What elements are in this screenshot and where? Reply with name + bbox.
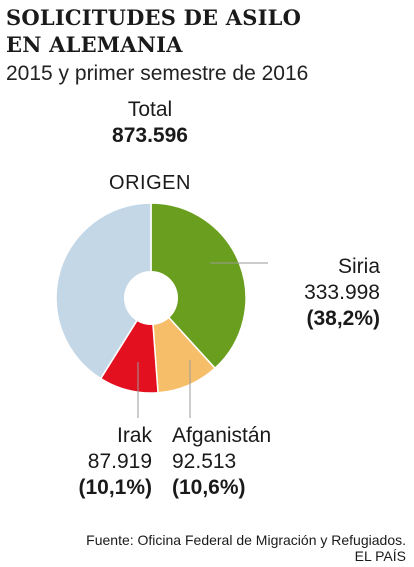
total-value: 873.596 — [112, 124, 188, 147]
chart-subtitle: 2015 y primer semestre de 2016 — [6, 62, 309, 85]
label-siria-name: Siria — [337, 255, 380, 278]
source-note: Fuente: Oficina Federal de Migración y R… — [86, 532, 406, 548]
label-irak-name: Irak — [116, 424, 152, 447]
slice-resto — [55, 202, 152, 380]
label-afganistan: Afganistán 92.513 (10,6%) — [172, 423, 332, 501]
brand-logo: EL PAÍS — [354, 548, 406, 564]
origin-label: ORIGEN — [109, 172, 191, 194]
title-line-1: SOLICITUDES DE ASILO — [6, 5, 302, 30]
label-irak-percent: (10,1%) — [78, 476, 152, 499]
label-afganistan-value: 92.513 — [172, 450, 237, 473]
label-siria-percent: (38,2%) — [306, 307, 380, 330]
total-label: Total — [127, 98, 173, 121]
label-afganistan-name: Afganistán — [172, 424, 272, 447]
slice-siria — [150, 202, 247, 370]
label-irak-value: 87.919 — [87, 450, 152, 473]
label-irak: Irak 87.919 (10,1%) — [40, 423, 152, 501]
label-siria: Siria 333.998 (38,2%) — [270, 254, 380, 332]
title-line-2: EN ALEMANIA — [6, 32, 183, 57]
label-afganistan-percent: (10,6%) — [172, 476, 246, 499]
donut-hole — [124, 271, 178, 325]
label-siria-value: 333.998 — [304, 281, 380, 304]
chart-title: SOLICITUDES DE ASILO EN ALEMANIA — [6, 4, 406, 58]
